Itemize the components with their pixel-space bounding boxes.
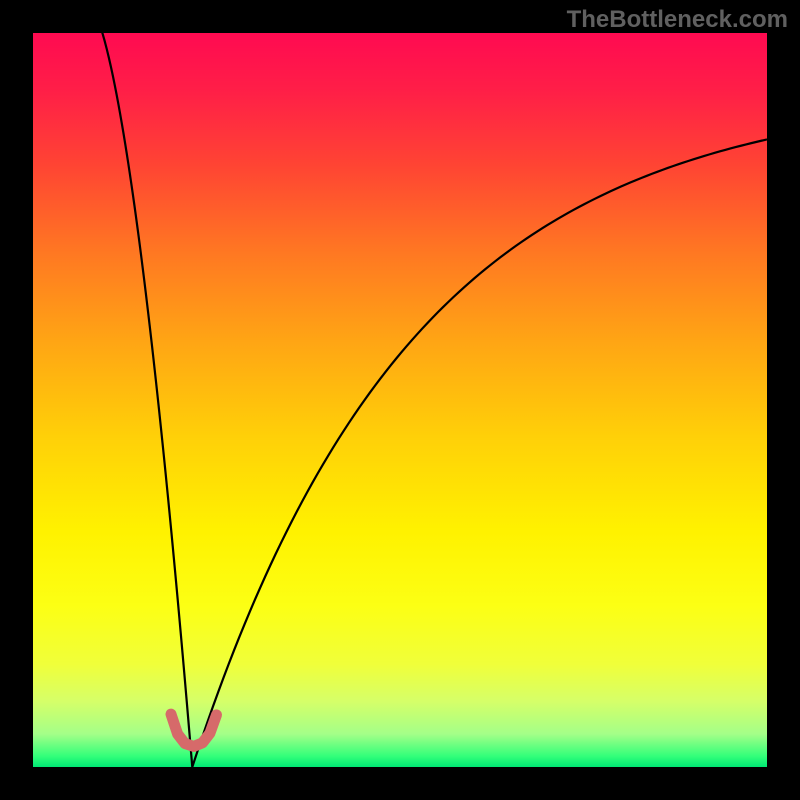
plot-area <box>33 33 767 767</box>
chart-frame: TheBottleneck.com <box>0 0 800 800</box>
watermark-text: TheBottleneck.com <box>567 6 788 34</box>
